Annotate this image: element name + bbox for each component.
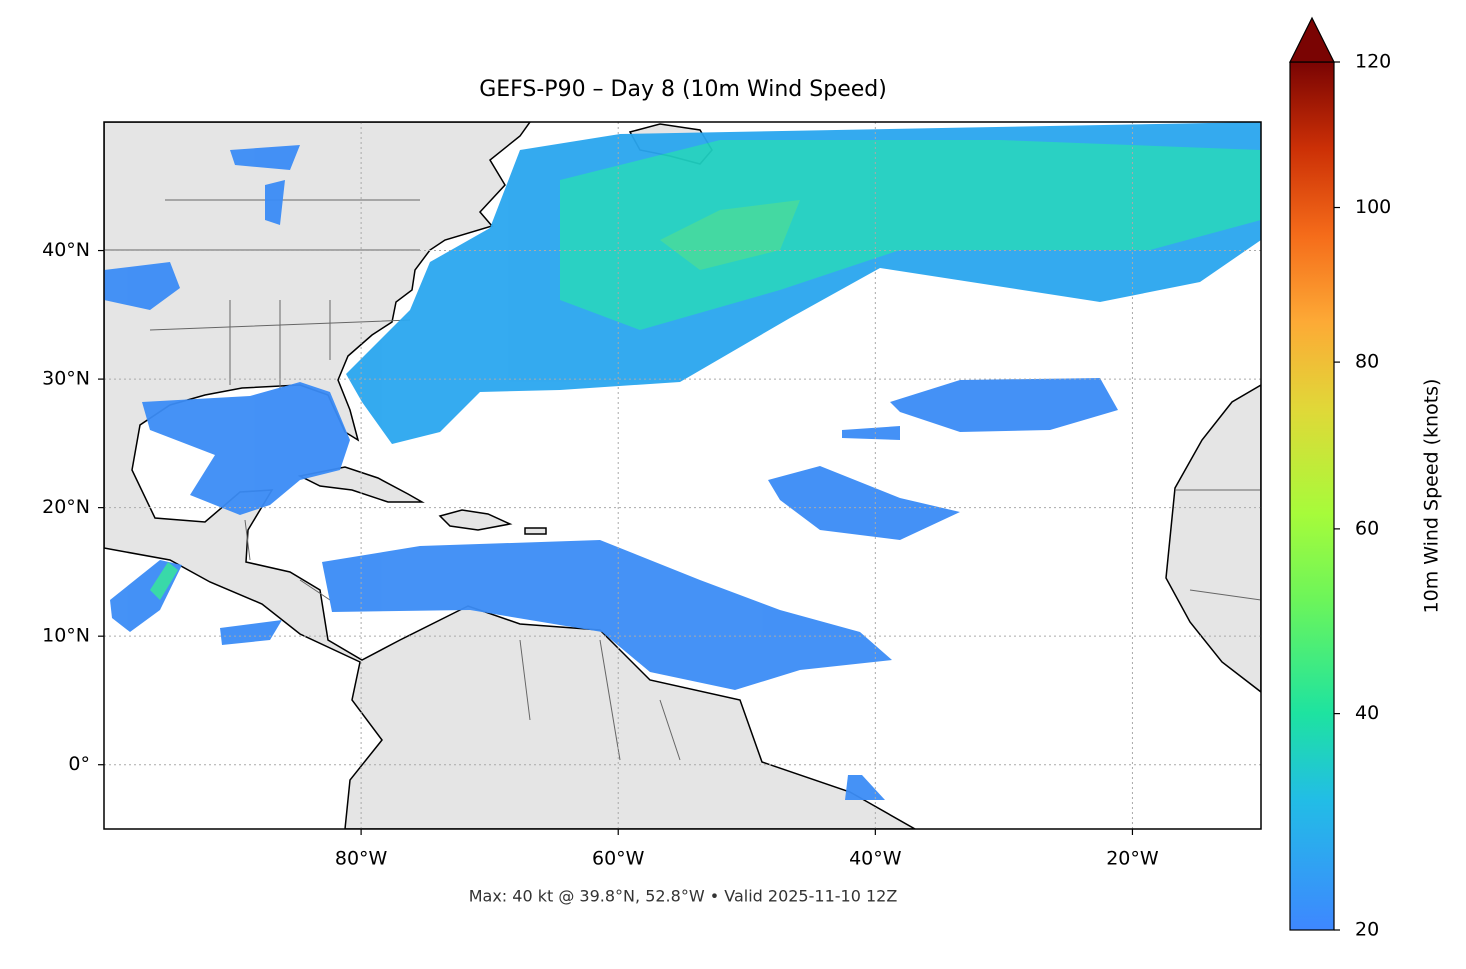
wind-max bbox=[660, 200, 800, 270]
colorbar-tick-label: 20 bbox=[1355, 919, 1379, 941]
wind-west bbox=[104, 262, 180, 310]
map bbox=[104, 122, 1261, 829]
x-tick-label: 40°W bbox=[849, 848, 902, 870]
cuba bbox=[297, 466, 425, 503]
wind-gulf bbox=[142, 382, 350, 515]
hispaniola bbox=[438, 509, 513, 531]
wind-core bbox=[560, 140, 1261, 330]
x-tick-label: 60°W bbox=[592, 848, 645, 870]
y-tick-label: 40°N bbox=[42, 239, 90, 261]
wind-band bbox=[842, 426, 900, 440]
wind-central bbox=[890, 378, 1118, 432]
x-tick-label: 20°W bbox=[1106, 848, 1159, 870]
y-tick-label: 30°N bbox=[42, 368, 90, 390]
colorbar-tick-label: 60 bbox=[1355, 517, 1379, 539]
borders bbox=[104, 199, 1261, 761]
subtitle: Max: 40 kt @ 39.8°N, 52.8°W • Valid 2025… bbox=[469, 887, 898, 906]
y-tick-label: 10°N bbox=[42, 625, 90, 647]
wind-lakes bbox=[230, 145, 300, 225]
colorbar-tick-label: 100 bbox=[1355, 196, 1391, 218]
colorbar-tick-label: 80 bbox=[1355, 351, 1379, 373]
africa bbox=[1165, 384, 1261, 693]
map-frame bbox=[103, 121, 1262, 830]
colorbar-tick-label: 120 bbox=[1355, 51, 1391, 73]
y-tick-label: 0° bbox=[68, 753, 90, 775]
puerto-rico bbox=[524, 527, 547, 535]
wind-subtropic bbox=[768, 466, 960, 540]
wind-pacific-2 bbox=[220, 620, 282, 645]
x-tick-label: 80°W bbox=[335, 848, 388, 870]
wind-caribbean bbox=[322, 540, 892, 690]
wind-pacific-core bbox=[150, 562, 178, 600]
y-tick-label: 20°N bbox=[42, 496, 90, 518]
colorbar-tick-label: 40 bbox=[1355, 702, 1379, 724]
colorbar bbox=[1289, 61, 1335, 931]
colorbar-extend bbox=[1289, 16, 1335, 63]
title: GEFS-P90 – Day 8 (10m Wind Speed) bbox=[479, 77, 887, 102]
colorbar-label: 10m Wind Speed (knots) bbox=[1421, 379, 1443, 614]
